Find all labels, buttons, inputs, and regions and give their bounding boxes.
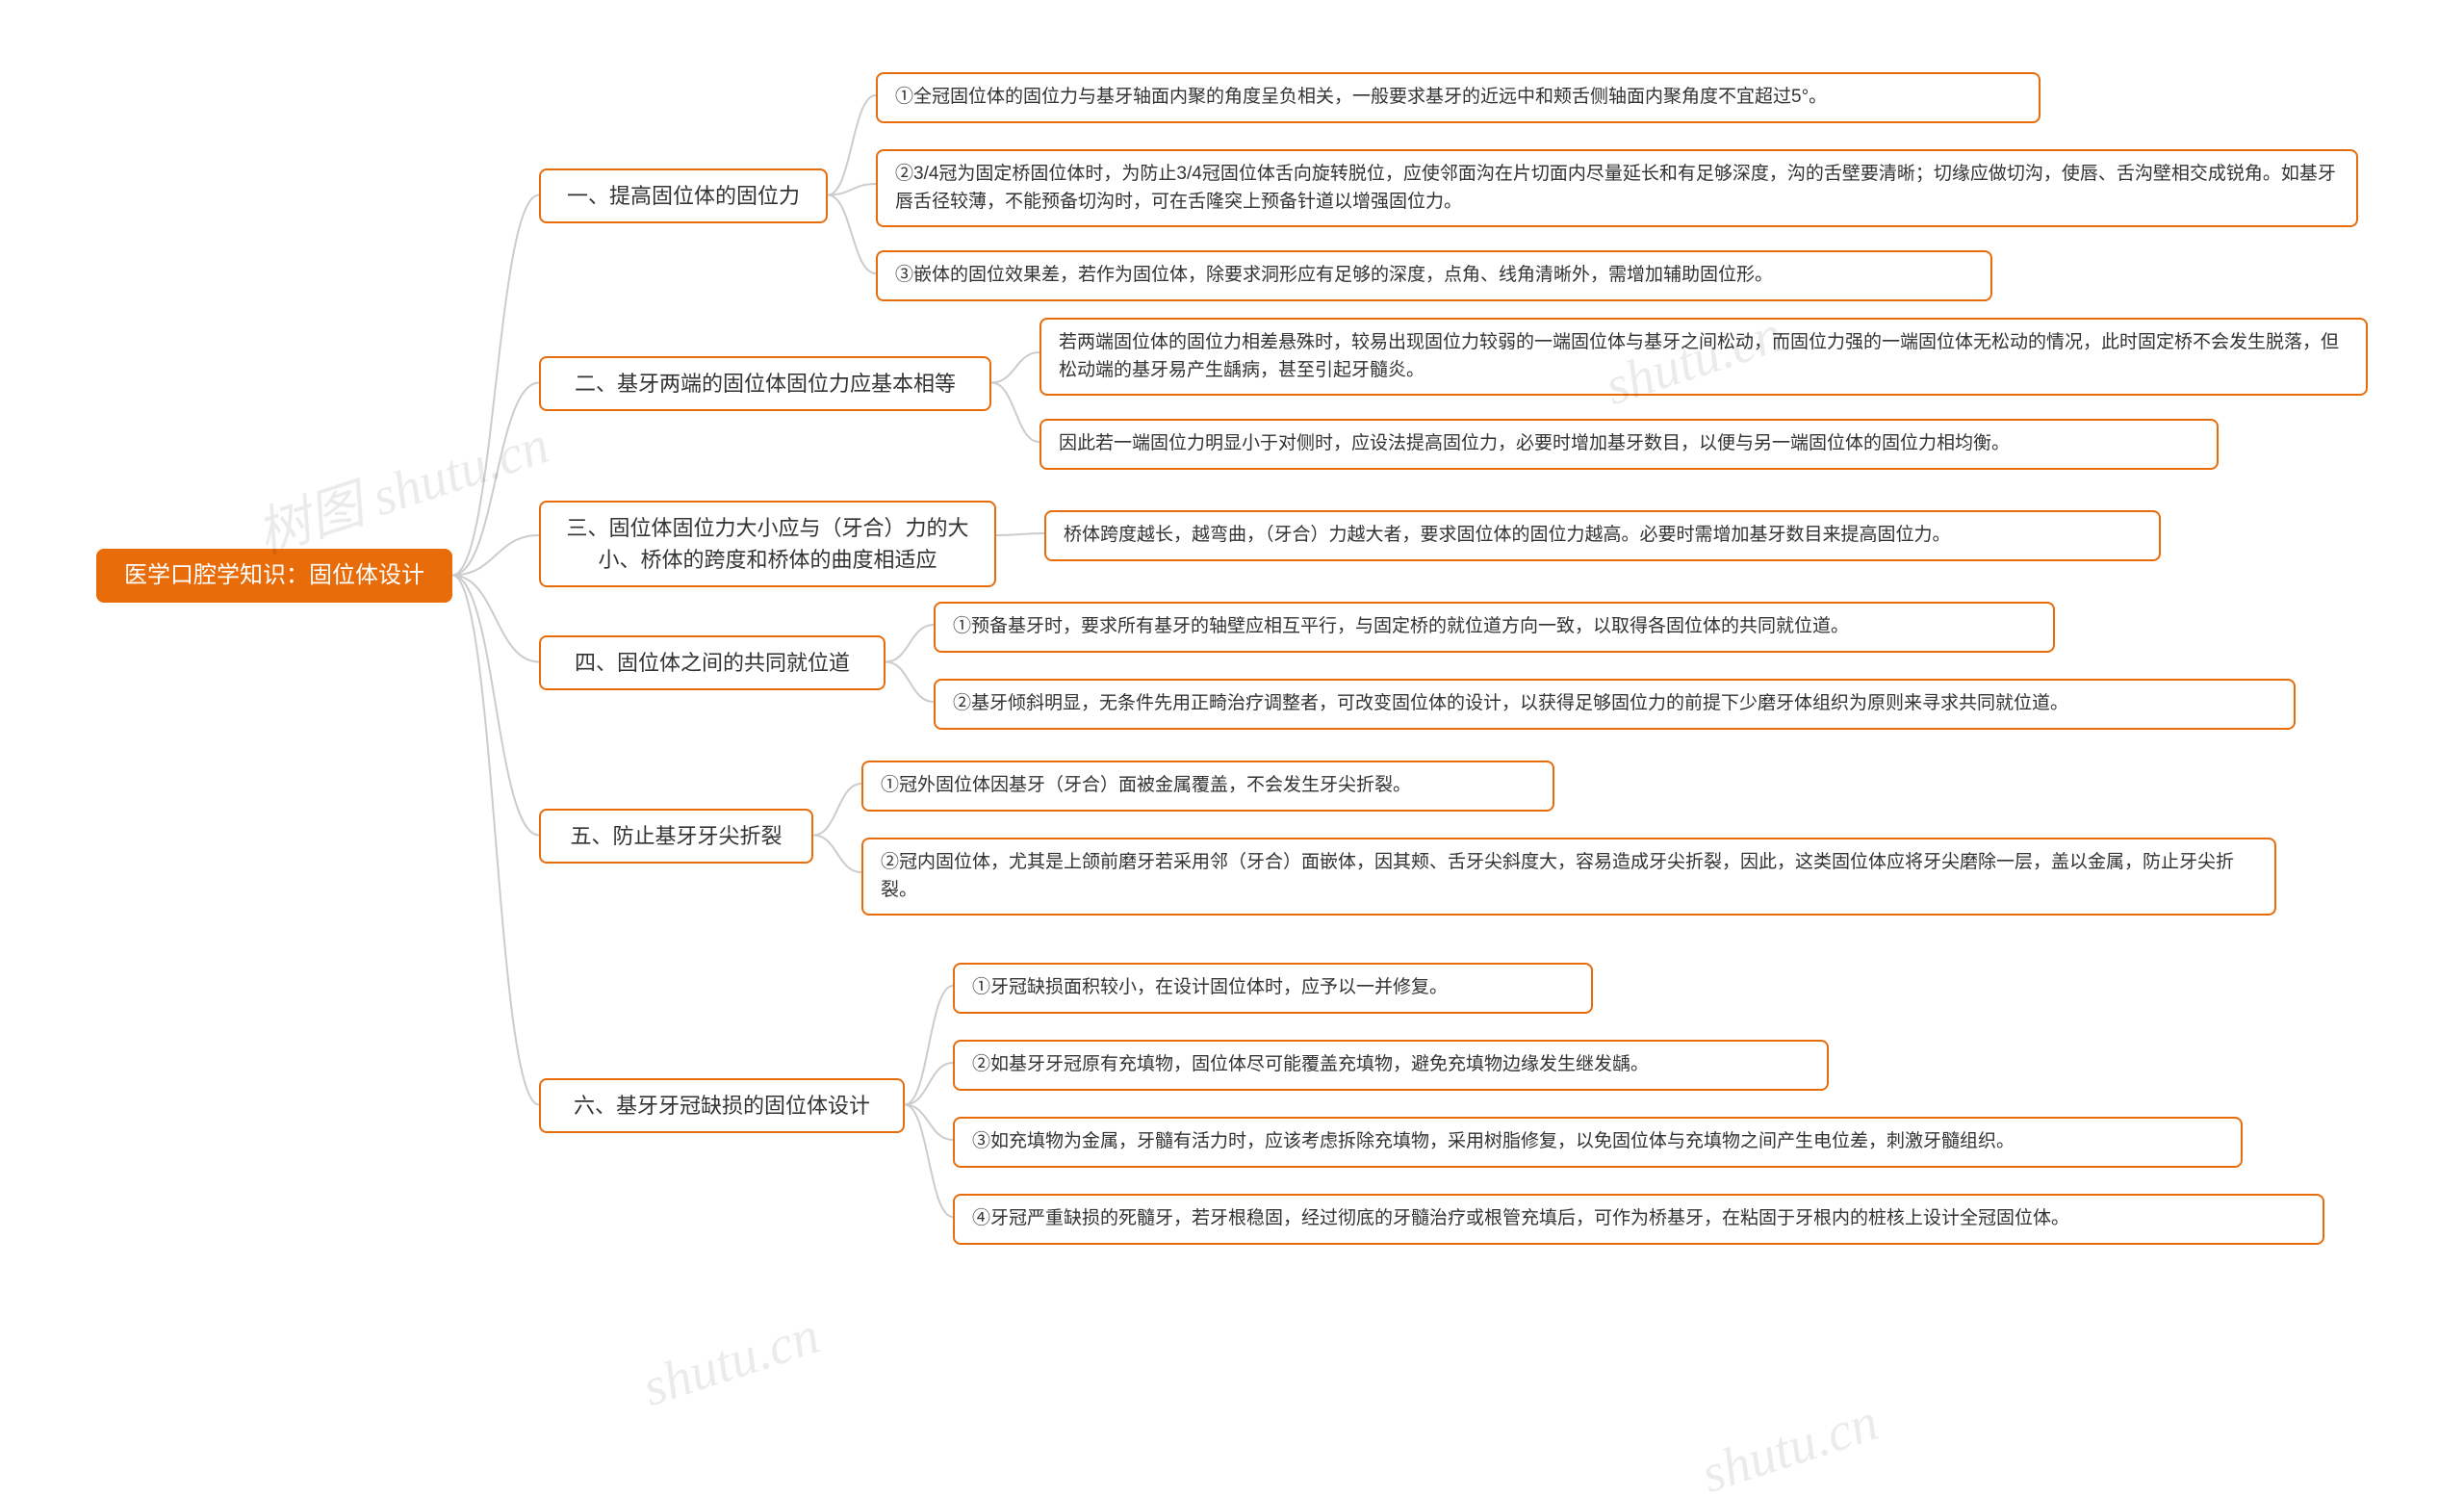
section-node-5-label: 五、防止基牙牙尖折裂 xyxy=(570,820,782,852)
leaf-node-5-2-label: ②冠内固位体，尤其是上颌前磨牙若采用邻（牙合）面嵌体，因其颊、舌牙尖斜度大，容易… xyxy=(881,849,2257,904)
leaf-node-2-1: 若两端固位体的固位力相差悬殊时，较易出现固位力较弱的一端固位体与基牙之间松动，而… xyxy=(1040,318,2368,396)
leaf-node-6-2: ②如基牙牙冠原有充填物，固位体尽可能覆盖充填物，避免充填物边缘发生继发龋。 xyxy=(953,1040,1829,1091)
leaf-node-1-3: ③嵌体的固位效果差，若作为固位体，除要求洞形应有足够的深度，点角、线角清晰外，需… xyxy=(876,250,1992,301)
section-node-6: 六、基牙牙冠缺损的固位体设计 xyxy=(539,1078,905,1133)
leaf-node-4-1-label: ①预备基牙时，要求所有基牙的轴壁应相互平行，与固定桥的就位道方向一致，以取得各固… xyxy=(953,613,1849,641)
leaf-node-2-2-label: 因此若一端固位力明显小于对侧时，应设法提高固位力，必要时增加基牙数目，以便与另一… xyxy=(1059,430,2010,458)
watermark-1: 树图 shutu.cn xyxy=(245,401,557,569)
section-node-3: 三、固位体固位力大小应与（牙合）力的大小、桥体的跨度和桥体的曲度相适应 xyxy=(539,501,996,587)
section-node-4-label: 四、固位体之间的共同就位道 xyxy=(575,647,850,679)
section-node-1-label: 一、提高固位体的固位力 xyxy=(567,180,800,212)
section-node-1: 一、提高固位体的固位力 xyxy=(539,168,828,223)
leaf-node-3-1-label: 桥体跨度越长，越弯曲，（牙合）力越大者，要求固位体的固位力越高。必要时需增加基牙… xyxy=(1064,522,1951,550)
section-node-6-label: 六、基牙牙冠缺损的固位体设计 xyxy=(574,1090,870,1122)
leaf-node-6-1-label: ①牙冠缺损面积较小，在设计固位体时，应予以一并修复。 xyxy=(972,974,1448,1002)
leaf-node-4-2-label: ②基牙倾斜明显，无条件先用正畸治疗调整者，可改变固位体的设计，以获得足够固位力的… xyxy=(953,690,2068,718)
section-node-3-label: 三、固位体固位力大小应与（牙合）力的大小、桥体的跨度和桥体的曲度相适应 xyxy=(558,512,977,576)
leaf-node-3-1: 桥体跨度越长，越弯曲，（牙合）力越大者，要求固位体的固位力越高。必要时需增加基牙… xyxy=(1044,510,2161,561)
section-node-4: 四、固位体之间的共同就位道 xyxy=(539,635,886,690)
section-node-5: 五、防止基牙牙尖折裂 xyxy=(539,809,813,864)
leaf-node-1-1-label: ①全冠固位体的固位力与基牙轴面内聚的角度呈负相关，一般要求基牙的近远中和颊舌侧轴… xyxy=(895,84,1827,112)
leaf-node-6-4: ④牙冠严重缺损的死髓牙，若牙根稳固，经过彻底的牙髓治疗或根管充填后，可作为桥基牙… xyxy=(953,1194,2324,1245)
leaf-node-6-3-label: ③如充填物为金属，牙髓有活力时，应该考虑拆除充填物，采用树脂修复，以免固位体与充… xyxy=(972,1128,2015,1156)
leaf-node-6-4-label: ④牙冠严重缺损的死髓牙，若牙根稳固，经过彻底的牙髓治疗或根管充填后，可作为桥基牙… xyxy=(972,1205,2069,1233)
section-node-2-label: 二、基牙两端的固位体固位力应基本相等 xyxy=(575,368,956,400)
leaf-node-1-2: ②3/4冠为固定桥固位体时，为防止3/4冠固位体舌向旋转脱位，应使邻面沟在片切面… xyxy=(876,149,2358,227)
leaf-node-2-1-label: 若两端固位体的固位力相差悬殊时，较易出现固位力较弱的一端固位体与基牙之间松动，而… xyxy=(1059,329,2348,384)
leaf-node-1-2-label: ②3/4冠为固定桥固位体时，为防止3/4冠固位体舌向旋转脱位，应使邻面沟在片切面… xyxy=(895,161,2339,216)
mindmap-canvas: 医学口腔学知识：固位体设计 一、提高固位体的固位力 ①全冠固位体的固位力与基牙轴面内… xyxy=(0,0,2464,1497)
root-node-label: 医学口腔学知识：固位体设计 xyxy=(124,558,424,593)
root-node: 医学口腔学知识：固位体设计 xyxy=(96,549,452,603)
leaf-node-1-3-label: ③嵌体的固位效果差，若作为固位体，除要求洞形应有足够的深度，点角、线角清晰外，需… xyxy=(895,262,1773,290)
leaf-node-6-1: ①牙冠缺损面积较小，在设计固位体时，应予以一并修复。 xyxy=(953,963,1593,1014)
leaf-node-2-2: 因此若一端固位力明显小于对侧时，应设法提高固位力，必要时增加基牙数目，以便与另一… xyxy=(1040,419,2219,470)
leaf-node-5-1-label: ①冠外固位体因基牙（牙合）面被金属覆盖，不会发生牙尖折裂。 xyxy=(881,772,1411,800)
watermark-4: shutu.cn xyxy=(1694,1391,1886,1497)
leaf-node-4-1: ①预备基牙时，要求所有基牙的轴壁应相互平行，与固定桥的就位道方向一致，以取得各固… xyxy=(934,602,2055,653)
watermark-3: shutu.cn xyxy=(635,1304,827,1419)
leaf-node-5-2: ②冠内固位体，尤其是上颌前磨牙若采用邻（牙合）面嵌体，因其颊、舌牙尖斜度大，容易… xyxy=(861,838,2276,916)
leaf-node-5-1: ①冠外固位体因基牙（牙合）面被金属覆盖，不会发生牙尖折裂。 xyxy=(861,761,1554,812)
section-node-2: 二、基牙两端的固位体固位力应基本相等 xyxy=(539,356,991,411)
leaf-node-6-2-label: ②如基牙牙冠原有充填物，固位体尽可能覆盖充填物，避免充填物边缘发生继发龋。 xyxy=(972,1051,1649,1079)
leaf-node-6-3: ③如充填物为金属，牙髓有活力时，应该考虑拆除充填物，采用树脂修复，以免固位体与充… xyxy=(953,1117,2243,1168)
leaf-node-4-2: ②基牙倾斜明显，无条件先用正畸治疗调整者，可改变固位体的设计，以获得足够固位力的… xyxy=(934,679,2296,730)
leaf-node-1-1: ①全冠固位体的固位力与基牙轴面内聚的角度呈负相关，一般要求基牙的近远中和颊舌侧轴… xyxy=(876,72,2040,123)
